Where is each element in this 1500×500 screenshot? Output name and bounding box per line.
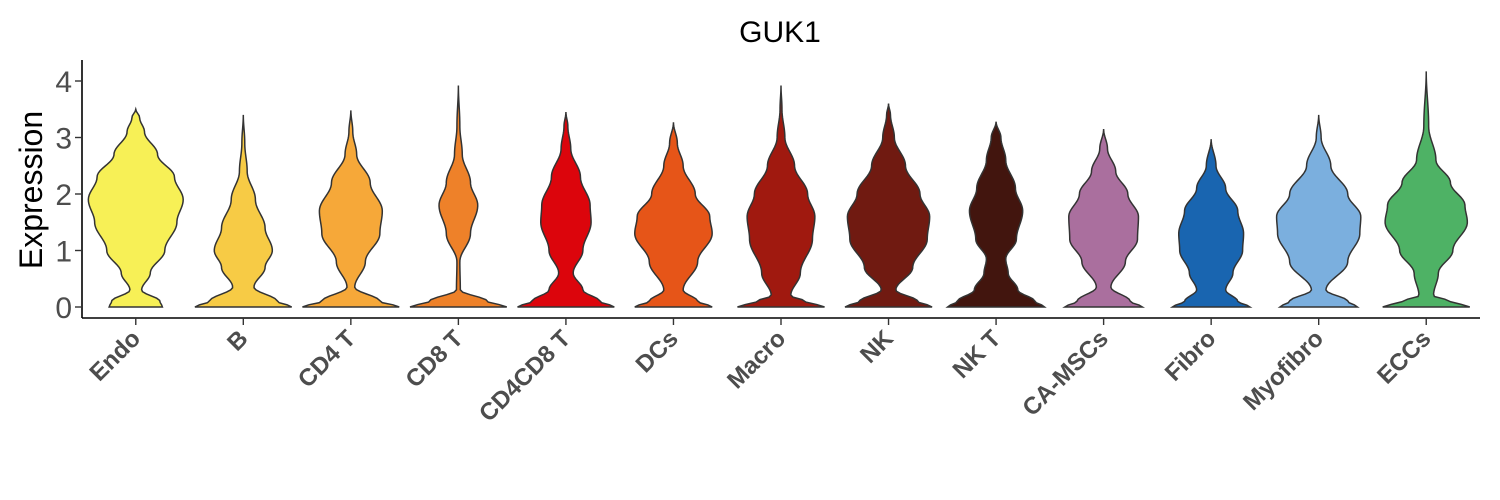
violins-group bbox=[87, 71, 1470, 308]
violin-nk-t bbox=[945, 121, 1047, 308]
violin-eccs bbox=[1382, 71, 1470, 308]
y-axis-label: Expression bbox=[13, 111, 49, 269]
violin-cd4cd8-t bbox=[517, 112, 615, 308]
x-tick-label: Fibro bbox=[1160, 325, 1222, 387]
violin-dcs bbox=[633, 122, 713, 308]
x-tick-label: B bbox=[222, 325, 253, 356]
x-axis: Endo B CD4 T CD8 T CD4CD8 T DCs Macro NK NK T CA-… bbox=[82, 317, 1480, 427]
violin-ca-mscs bbox=[1062, 128, 1146, 308]
y-tick-label: 1 bbox=[55, 236, 72, 269]
chart-title: GUK1 bbox=[739, 16, 821, 49]
x-tick-label: CD4 T bbox=[293, 325, 361, 393]
x-tick-label: Myofibro bbox=[1238, 325, 1329, 416]
x-tick-label: DCs bbox=[631, 325, 684, 378]
x-tick-label: CD4CD8 T bbox=[474, 325, 576, 427]
x-tick-label: Macro bbox=[722, 325, 791, 394]
y-tick-label: 3 bbox=[55, 123, 72, 156]
violin-nk bbox=[844, 103, 933, 308]
y-tick-label: 0 bbox=[55, 292, 72, 325]
violin-b bbox=[194, 114, 293, 308]
y-tick-label: 2 bbox=[55, 179, 72, 212]
y-axis: 0 1 2 3 4 bbox=[55, 60, 83, 325]
x-tick-label: ECCs bbox=[1372, 325, 1436, 389]
x-tick-label: NK T bbox=[948, 325, 1007, 384]
violin-cd4-t bbox=[302, 110, 400, 308]
x-tick-label: Endo bbox=[84, 325, 146, 387]
x-tick-label: CD8 T bbox=[401, 325, 469, 393]
violin-macro bbox=[737, 85, 825, 308]
x-tick-label: CA-MSCs bbox=[1017, 325, 1113, 421]
violin-endo bbox=[87, 106, 184, 308]
violin-fibro bbox=[1169, 139, 1253, 308]
violin-cd8-t bbox=[409, 85, 508, 308]
y-tick-label: 4 bbox=[55, 66, 72, 99]
x-tick-label: NK bbox=[855, 325, 899, 369]
violin-myofibro bbox=[1275, 114, 1362, 308]
